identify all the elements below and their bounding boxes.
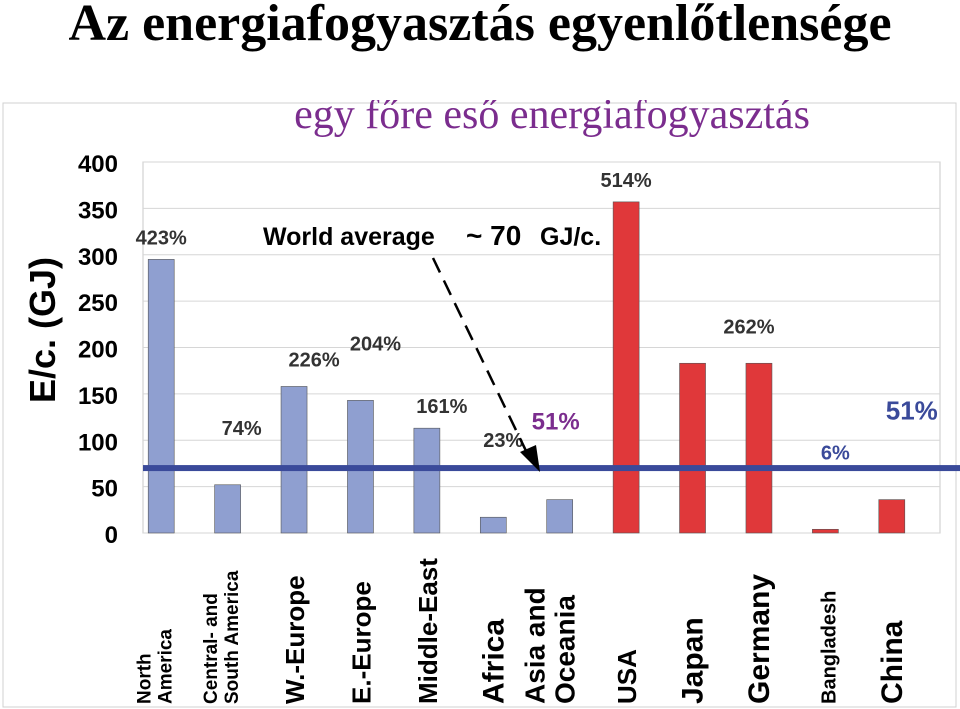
y-tick-label: 0 bbox=[105, 522, 118, 549]
category-label-line: China bbox=[876, 620, 909, 704]
category-label-line: W.-Europe bbox=[280, 575, 310, 704]
y-tick-label: 200 bbox=[78, 337, 118, 364]
y-tick-label: 150 bbox=[78, 383, 118, 410]
category-label: W.-Europe bbox=[280, 575, 310, 704]
category-label-line: North bbox=[135, 653, 156, 704]
world-average-unit: GJ/c. bbox=[540, 223, 601, 251]
bar bbox=[878, 499, 906, 534]
category-label-line: Japan bbox=[677, 617, 710, 704]
category-label: Germany bbox=[743, 574, 776, 704]
category-label-line: America bbox=[156, 629, 177, 704]
bar bbox=[479, 516, 507, 534]
bar bbox=[745, 362, 773, 534]
world-average-label: World average bbox=[263, 223, 435, 251]
bar bbox=[612, 201, 640, 534]
y-tick-label: 300 bbox=[78, 244, 118, 271]
world-average-line bbox=[143, 465, 960, 472]
y-tick-label: 100 bbox=[78, 429, 118, 456]
category-label-line: Germany bbox=[743, 574, 776, 704]
page-title: Az energiafogyasztás egyenlőtlensége bbox=[68, 0, 892, 52]
category-label: E.-Europe bbox=[346, 581, 376, 704]
chart-frame bbox=[2, 102, 957, 708]
percent-label: 262% bbox=[723, 316, 774, 338]
category-label: Africa bbox=[477, 619, 510, 704]
bar bbox=[812, 528, 839, 534]
category-label-line: Oceania bbox=[550, 595, 581, 704]
category-label: Japan bbox=[677, 617, 710, 704]
y-tick-label: 350 bbox=[78, 197, 118, 224]
percent-label: 161% bbox=[416, 396, 467, 418]
category-label-line: Central- and bbox=[201, 593, 222, 704]
category-label: Central- and South America bbox=[201, 570, 243, 704]
category-label-line: South America bbox=[222, 570, 243, 704]
y-tick-label: 250 bbox=[78, 290, 118, 317]
percent-label: 6% bbox=[821, 442, 850, 464]
bar bbox=[214, 484, 241, 534]
percent-label: 423% bbox=[136, 227, 187, 249]
y-tick-label: 400 bbox=[78, 151, 118, 178]
category-label-line: E.-Europe bbox=[346, 581, 376, 704]
percent-label: 204% bbox=[350, 333, 401, 355]
bar-chart: egy főre eső energiafogyasztás E/c. (GJ)… bbox=[2, 100, 960, 708]
arrow-head bbox=[520, 445, 540, 472]
world-average-value: ~ 70 bbox=[466, 220, 521, 251]
asia-percent-label: 51% bbox=[532, 409, 580, 436]
y-axis-label: E/c. (GJ) bbox=[22, 257, 63, 403]
category-label-line: Bangladesh bbox=[818, 591, 840, 704]
bar bbox=[413, 427, 441, 534]
percent-label: 74% bbox=[222, 418, 262, 440]
percent-label: 514% bbox=[601, 170, 652, 192]
percent-label: 226% bbox=[288, 349, 339, 371]
percent-label: 23% bbox=[483, 430, 523, 452]
bar bbox=[679, 362, 706, 534]
dashed-arrow-line bbox=[431, 257, 530, 456]
category-label-line: Asia and bbox=[520, 587, 551, 704]
category-label: Middle-East bbox=[413, 558, 443, 704]
category-label-line: Middle-East bbox=[413, 558, 443, 704]
category-label-line: Africa bbox=[477, 619, 510, 704]
category-label: USA bbox=[612, 649, 642, 704]
bar bbox=[546, 499, 574, 534]
bar bbox=[280, 386, 308, 534]
chart: egy főre eső energiafogyasztás E/c. (GJ)… bbox=[0, 100, 960, 709]
category-label: North America bbox=[135, 629, 177, 704]
category-label: Bangladesh bbox=[818, 591, 840, 704]
percent-label: 51% bbox=[886, 396, 938, 426]
bar bbox=[147, 259, 175, 534]
chart-subtitle: egy főre eső energiafogyasztás bbox=[294, 100, 810, 138]
y-tick-label: 50 bbox=[91, 476, 118, 503]
category-label: Asia and Oceania bbox=[520, 587, 581, 704]
category-label: China bbox=[876, 620, 909, 704]
category-label-line: USA bbox=[612, 649, 642, 704]
